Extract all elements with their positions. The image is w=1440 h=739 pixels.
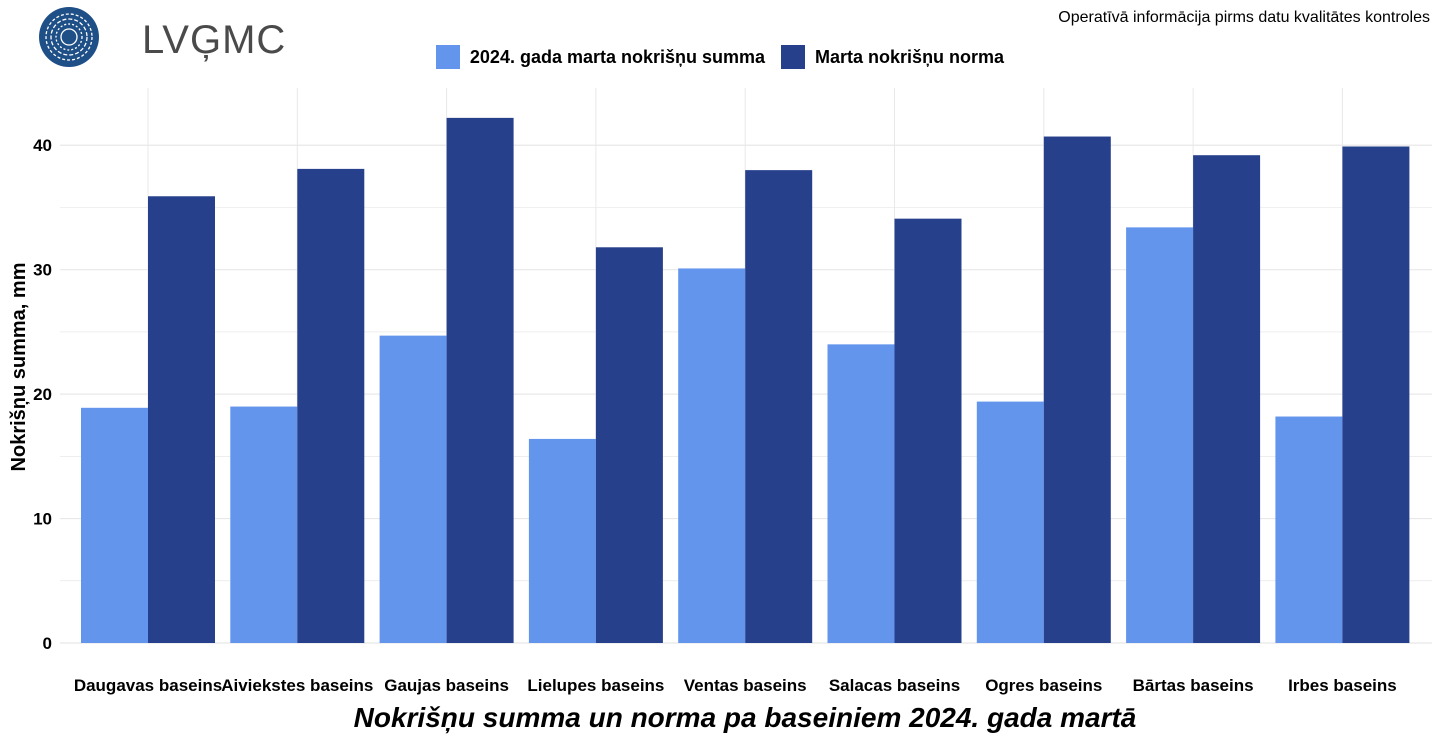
logo-emblem-icon bbox=[39, 7, 99, 67]
bar-actual bbox=[1275, 416, 1343, 643]
y-tick-label: 10 bbox=[33, 510, 52, 529]
bar-norm bbox=[1043, 136, 1111, 644]
legend: 2024. gada marta nokrišņu summa Marta no… bbox=[0, 44, 1440, 70]
bar-norm bbox=[894, 218, 962, 643]
x-tick-label: Daugavas baseins bbox=[74, 676, 222, 695]
bar-norm bbox=[148, 196, 215, 643]
chart-title: Nokrišņu summa un norma pa baseiniem 202… bbox=[353, 702, 1137, 733]
x-tick-label: Irbes baseins bbox=[1288, 676, 1397, 695]
bar-norm bbox=[446, 117, 514, 643]
x-tick-label: Aiviekstes baseins bbox=[221, 676, 373, 695]
bar-norm bbox=[1193, 155, 1261, 643]
y-tick-label: 20 bbox=[33, 385, 52, 404]
data-quality-note: Operatīvā informācija pirms datu kvalitā… bbox=[1058, 9, 1430, 26]
bar-norm bbox=[1342, 146, 1410, 643]
legend-label-norm: Marta nokrišņu norma bbox=[815, 46, 1005, 67]
x-tick-labels: Daugavas baseins Aiviekstes baseins Gaujas… bbox=[74, 676, 1397, 695]
x-tick-label: Ogres baseins bbox=[985, 676, 1102, 695]
logo-text: LVĢMC bbox=[142, 18, 287, 62]
x-tick-label: Bārtas baseins bbox=[1133, 676, 1254, 695]
bar-norm bbox=[595, 247, 663, 643]
bar-actual bbox=[678, 268, 746, 643]
bar-actual bbox=[528, 438, 596, 643]
x-tick-label: Ventas baseins bbox=[684, 676, 807, 695]
bar-actual bbox=[379, 335, 447, 643]
legend-item-actual: 2024. gada marta nokrišņu summa bbox=[435, 45, 766, 69]
bars bbox=[81, 117, 1410, 644]
legend-swatch-actual bbox=[435, 45, 460, 69]
y-tick-labels: 0 10 20 30 40 bbox=[33, 136, 52, 653]
legend-swatch-norm bbox=[781, 45, 806, 69]
bar-actual bbox=[976, 401, 1044, 643]
bar-actual bbox=[827, 344, 895, 643]
y-axis-label: Nokrišņu summa, mm bbox=[8, 263, 30, 472]
bar-norm bbox=[745, 170, 813, 643]
y-tick-label: 0 bbox=[43, 634, 52, 653]
y-tick-label: 40 bbox=[33, 136, 52, 155]
bar-norm bbox=[297, 168, 365, 643]
bar-actual bbox=[1126, 227, 1194, 643]
x-tick-label: Gaujas baseins bbox=[384, 676, 509, 695]
x-tick-label: Lielupes baseins bbox=[527, 676, 664, 695]
bar-actual bbox=[230, 406, 298, 643]
x-tick-label: Salacas baseins bbox=[829, 676, 960, 695]
y-tick-label: 30 bbox=[33, 261, 52, 280]
lvgmc-logo: LVĢMC bbox=[38, 6, 285, 68]
legend-item-norm: Marta nokrišņu norma bbox=[781, 45, 1004, 69]
bar-actual bbox=[81, 407, 148, 643]
legend-label-actual: 2024. gada marta nokrišņu summa bbox=[469, 46, 766, 67]
